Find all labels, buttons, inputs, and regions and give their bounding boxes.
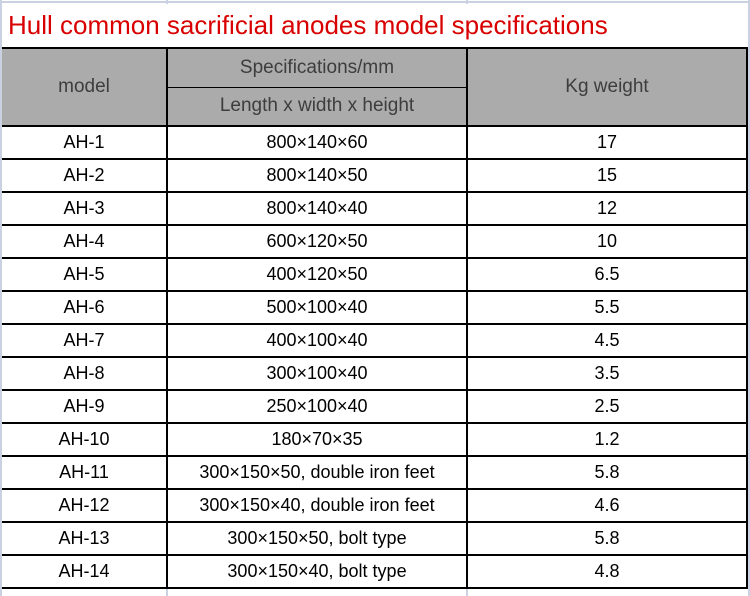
table-row: AH-1 800×140×60 17 [2, 125, 748, 160]
header-kg-weight: Kg weight [466, 47, 748, 127]
cell-weight: 2.5 [466, 389, 748, 424]
cell-spec: 400×100×40 [166, 323, 468, 358]
cell-weight: 4.6 [466, 488, 748, 523]
table-row: AH-12 300×150×40, double iron feet 4.6 [2, 488, 748, 523]
header-row-2: Length x width x height [2, 86, 747, 127]
cell-model: AH-5 [2, 257, 168, 292]
table-row: AH-6 500×100×40 5.5 [2, 290, 748, 325]
cell-spec: 800×140×50 [166, 158, 468, 193]
cell-spec: 300×150×40, double iron feet [166, 488, 468, 523]
cell-weight: 5.8 [466, 455, 748, 490]
cell-model: AH-2 [2, 158, 168, 193]
cell-spec: 400×120×50 [166, 257, 468, 292]
cell-model: AH-11 [2, 455, 168, 490]
table-row: AH-11 300×150×50, double iron feet 5.8 [2, 455, 748, 490]
page-title: Hull common sacrificial anodes model spe… [8, 10, 608, 40]
cell-model: AH-4 [2, 224, 168, 259]
cell-model: AH-8 [2, 356, 168, 391]
table-row: AH-2 800×140×50 15 [2, 158, 748, 193]
cell-spec: 600×120×50 [166, 224, 468, 259]
cell-spec: 300×100×40 [166, 356, 468, 391]
table-row: AH-7 400×100×40 4.5 [2, 323, 748, 358]
cell-weight: 12 [466, 191, 748, 226]
cell-model: AH-7 [2, 323, 168, 358]
cell-model: AH-6 [2, 290, 168, 325]
cell-weight: 6.5 [466, 257, 748, 292]
header-row-1: model Specifications/mm Kg weight [2, 47, 748, 127]
cell-weight: 5.5 [466, 290, 748, 325]
table-row: AH-4 600×120×50 10 [2, 224, 748, 259]
table-row: AH-5 400×120×50 6.5 [2, 257, 748, 292]
cell-weight: 15 [466, 158, 748, 193]
cell-model: AH-13 [2, 521, 168, 556]
table-row: AH-8 300×100×40 3.5 [2, 356, 748, 391]
header-length-width-height: Length x width x height [166, 86, 468, 127]
gridline-tick [166, 0, 168, 4]
gridline-tick [466, 588, 468, 596]
cell-spec: 250×100×40 [166, 389, 468, 424]
cell-weight: 17 [466, 125, 748, 160]
cell-weight: 1.2 [466, 422, 748, 457]
cell-model: AH-1 [2, 125, 168, 160]
cell-model: AH-10 [2, 422, 168, 457]
cell-spec: 300×150×50, double iron feet [166, 455, 468, 490]
table-row: AH-9 250×100×40 2.5 [2, 389, 748, 424]
table-row: AH-13 300×150×50, bolt type 5.8 [2, 521, 748, 556]
header-specifications: Specifications/mm [166, 47, 468, 88]
cell-weight: 5.8 [466, 521, 748, 556]
cell-model: AH-14 [2, 554, 168, 589]
cell-model: AH-3 [2, 191, 168, 226]
cell-weight: 4.8 [466, 554, 748, 589]
cell-weight: 3.5 [466, 356, 748, 391]
cell-weight: 10 [466, 224, 748, 259]
table-row: AH-3 800×140×40 12 [2, 191, 748, 226]
cell-model: AH-9 [2, 389, 168, 424]
gridline-top [0, 1, 750, 3]
cell-spec: 500×100×40 [166, 290, 468, 325]
table-row: AH-10 180×70×35 1.2 [2, 422, 748, 457]
cell-spec: 300×150×40, bolt type [166, 554, 468, 589]
spec-table: model Specifications/mm Kg weight Length… [2, 47, 748, 589]
cell-spec: 300×150×50, bolt type [166, 521, 468, 556]
cell-weight: 4.5 [466, 323, 748, 358]
gridline-right [748, 0, 750, 596]
header-model: model [2, 47, 168, 127]
cell-model: AH-12 [2, 488, 168, 523]
gridline-tick [466, 0, 468, 4]
cell-spec: 800×140×60 [166, 125, 468, 160]
gridline-tick [166, 588, 168, 596]
table-row: AH-14 300×150×40, bolt type 4.8 [2, 554, 748, 589]
gridline-left [0, 0, 2, 596]
cell-spec: 180×70×35 [166, 422, 468, 457]
cell-spec: 800×140×40 [166, 191, 468, 226]
